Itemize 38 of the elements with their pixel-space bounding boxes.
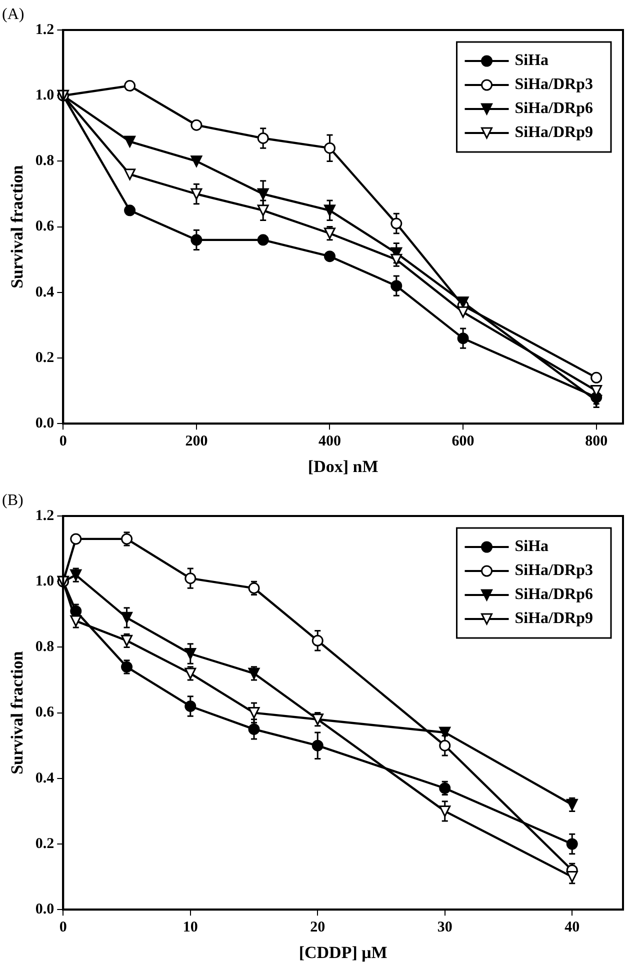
y-tick-label: 0.6: [35, 218, 55, 235]
legend-label: SiHa/DRp3: [514, 562, 594, 580]
legend-label: SiHa: [514, 52, 549, 70]
x-tick-label: 800: [585, 433, 608, 450]
x-tick-label: 40: [564, 919, 580, 936]
y-axis-title: Survival fraction: [8, 650, 27, 774]
legend-label: SiHa: [514, 538, 549, 556]
y-axis-title: Survival fraction: [8, 164, 27, 288]
chart-title: (A): [2, 6, 24, 24]
x-tick-label: 0: [59, 433, 67, 450]
x-tick-label: 400: [318, 433, 341, 450]
chart-title: (B): [2, 492, 24, 510]
x-tick-label: 0: [59, 919, 67, 936]
y-tick-label: 0.2: [35, 350, 54, 366]
x-tick-label: 600: [452, 433, 474, 450]
y-tick-label: 1.0: [35, 573, 54, 590]
y-tick-label: 0.8: [35, 153, 54, 170]
x-tick-label: 200: [185, 433, 208, 450]
y-tick-label: 1.0: [35, 87, 54, 104]
x-tick-label: 20: [310, 919, 326, 936]
legend-label: SiHa/DRp9: [514, 124, 594, 142]
legend-label: SiHa/DRp6: [514, 100, 594, 118]
x-tick-label: 30: [437, 919, 452, 936]
y-tick-label: 1.2: [35, 22, 54, 38]
x-tick-label: 10: [182, 919, 198, 936]
legend-label: SiHa/DRp9: [514, 610, 594, 628]
x-axis-title: [Dox] nM: [308, 457, 378, 476]
y-tick-label: 0.8: [35, 639, 54, 656]
legend-label: SiHa/DRp6: [514, 586, 594, 604]
x-axis-title: [CDDP] μM: [298, 943, 388, 962]
y-tick-label: 0.6: [35, 704, 55, 721]
y-tick-label: 0.0: [35, 415, 54, 432]
y-tick-label: 0.4: [35, 284, 55, 300]
y-tick-label: 0.4: [35, 770, 55, 786]
legend-label: SiHa/DRp3: [514, 76, 594, 94]
y-tick-label: 0.0: [35, 901, 54, 918]
y-tick-label: 0.2: [35, 836, 54, 852]
y-tick-label: 1.2: [35, 508, 54, 524]
